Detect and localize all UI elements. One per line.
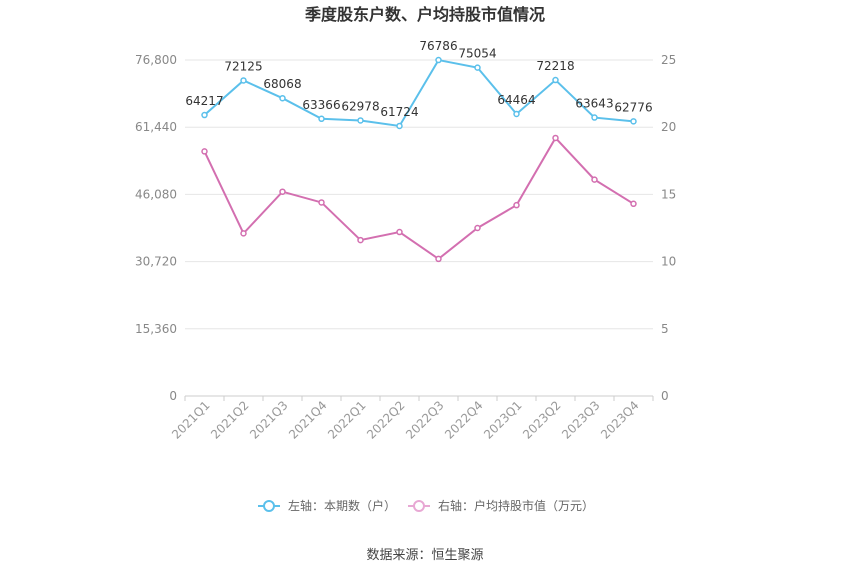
- right-axis-tick-label: 0: [661, 389, 669, 403]
- series-point-1: [240, 77, 247, 84]
- right-axis-tick-label: 20: [661, 120, 676, 134]
- series-point-1: [630, 118, 637, 125]
- series-point-1: [201, 111, 208, 119]
- series-point-1: [396, 122, 403, 130]
- right-axis-tick-label: 5: [661, 322, 669, 336]
- legend-marker-2: [413, 500, 425, 512]
- left-axis-tick-label: 46,080: [135, 187, 177, 201]
- data-label: 62978: [341, 99, 379, 113]
- left-axis-tick-label: 30,720: [135, 255, 177, 269]
- series-point-2: [201, 148, 208, 155]
- source-note: 数据来源：恒生聚源: [366, 548, 483, 563]
- series-point-1: [474, 64, 481, 71]
- data-label: 61724: [380, 105, 418, 119]
- x-axis-tick-label: 2023Q4: [598, 398, 642, 442]
- series-point-2: [435, 255, 442, 263]
- series-point-1: [357, 117, 364, 124]
- series-point-2: [513, 201, 520, 209]
- data-label: 64464: [497, 93, 535, 107]
- data-label: 76786: [419, 39, 457, 53]
- x-axis-tick-label: 2021Q4: [286, 398, 330, 442]
- series-point-1: [513, 110, 520, 118]
- right-axis-tick-label: 15: [661, 187, 676, 201]
- series-line-1: [203, 58, 634, 128]
- series-point-2: [474, 224, 481, 232]
- x-axis-tick-label: 2022Q3: [403, 398, 447, 442]
- series-point-2: [591, 176, 598, 183]
- legend: 左轴：本期数（户） 右轴：户均持股市值（万元）: [258, 498, 594, 513]
- x-axis-tick-label: 2021Q1: [169, 398, 213, 442]
- series-layer: [201, 56, 637, 263]
- left-axis-tick-label: 0: [169, 389, 177, 403]
- legend-marker-1: [263, 500, 275, 512]
- series-point-2: [396, 228, 403, 236]
- legend-label-2: 右轴：户均持股市值（万元）: [438, 498, 594, 513]
- series-point-2: [630, 200, 637, 208]
- left-axis-tick-label: 15,360: [135, 322, 177, 336]
- series-point-2: [552, 134, 559, 142]
- series-point-1: [435, 56, 442, 64]
- x-axis-tick-label: 2022Q2: [364, 398, 408, 442]
- series-point-2: [357, 236, 364, 244]
- x-axis-tick-label: 2022Q4: [442, 398, 486, 442]
- right-axis-tick-label: 10: [661, 255, 676, 269]
- x-axis-tick-label: 2022Q1: [325, 398, 369, 442]
- x-axis-tick-label: 2023Q2: [520, 398, 564, 442]
- series-point-1: [552, 76, 559, 84]
- legend-label-1: 左轴：本期数（户）: [288, 498, 396, 513]
- data-label: 62776: [614, 100, 652, 114]
- x-axis-tick-label: 2021Q3: [247, 398, 291, 442]
- series-point-1: [279, 94, 286, 102]
- x-axis-tick-label: 2023Q3: [559, 398, 603, 442]
- x-axis-tick-label: 2021Q2: [208, 398, 252, 442]
- series-point-2: [318, 199, 325, 206]
- chart-title: 季度股东户数、户均持股市值情况: [304, 5, 545, 24]
- data-label: 72218: [536, 59, 574, 73]
- data-label: 72125: [224, 59, 262, 73]
- series-point-2: [279, 188, 286, 195]
- x-axis-tick-label: 2023Q1: [481, 398, 525, 442]
- data-label: 75054: [458, 47, 496, 61]
- left-axis-tick-label: 61,440: [135, 120, 177, 134]
- data-label: 63366: [302, 98, 340, 112]
- data-label: 63643: [575, 97, 613, 111]
- data-label: 64217: [185, 94, 223, 108]
- series-point-2: [240, 230, 247, 237]
- right-axis-tick-label: 25: [661, 53, 676, 67]
- series-line-2: [203, 136, 635, 261]
- series-point-1: [591, 114, 598, 121]
- data-label: 68068: [263, 77, 301, 91]
- left-axis-tick-label: 76,800: [135, 53, 177, 67]
- series-point-1: [318, 115, 325, 123]
